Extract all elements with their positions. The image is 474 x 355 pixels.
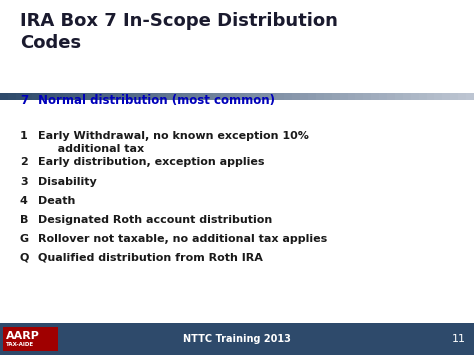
Bar bbox=[316, 93, 325, 100]
Text: 3: 3 bbox=[20, 177, 27, 187]
Bar bbox=[118, 93, 128, 100]
Bar bbox=[356, 93, 365, 100]
Bar bbox=[71, 93, 80, 100]
Bar bbox=[371, 93, 380, 100]
Bar bbox=[134, 93, 143, 100]
Bar bbox=[190, 93, 199, 100]
Bar bbox=[39, 93, 48, 100]
Bar bbox=[364, 93, 372, 100]
Bar bbox=[237, 93, 246, 100]
Text: Codes: Codes bbox=[20, 34, 81, 52]
Text: G: G bbox=[20, 234, 29, 244]
Bar bbox=[442, 93, 451, 100]
Text: NTTC Training 2013: NTTC Training 2013 bbox=[183, 334, 291, 344]
Bar bbox=[308, 93, 317, 100]
Bar bbox=[292, 93, 301, 100]
Bar bbox=[79, 93, 88, 100]
Bar bbox=[3, 327, 58, 351]
Text: 1: 1 bbox=[20, 131, 28, 141]
Bar bbox=[213, 93, 222, 100]
Bar bbox=[411, 93, 419, 100]
Bar bbox=[229, 93, 238, 100]
Bar bbox=[332, 93, 341, 100]
Text: 7: 7 bbox=[20, 94, 28, 107]
Bar bbox=[166, 93, 175, 100]
Bar bbox=[32, 93, 40, 100]
Bar bbox=[63, 93, 72, 100]
Bar bbox=[245, 93, 254, 100]
Text: Disability: Disability bbox=[38, 177, 97, 187]
Bar bbox=[221, 93, 230, 100]
Text: AARP: AARP bbox=[6, 331, 40, 341]
Bar bbox=[87, 93, 96, 100]
Bar bbox=[466, 93, 474, 100]
Bar bbox=[198, 93, 206, 100]
Bar bbox=[110, 93, 119, 100]
Bar bbox=[127, 93, 135, 100]
Bar bbox=[142, 93, 151, 100]
Bar bbox=[379, 93, 388, 100]
Bar bbox=[458, 93, 467, 100]
Bar bbox=[435, 93, 443, 100]
Bar bbox=[269, 93, 277, 100]
Bar bbox=[300, 93, 309, 100]
Text: Designated Roth account distribution: Designated Roth account distribution bbox=[38, 215, 272, 225]
Text: B: B bbox=[20, 215, 28, 225]
Bar bbox=[347, 93, 356, 100]
Text: Rollover not taxable, no additional tax applies: Rollover not taxable, no additional tax … bbox=[38, 234, 327, 244]
Text: Early Withdrawal, no known exception 10%: Early Withdrawal, no known exception 10% bbox=[38, 131, 309, 141]
Bar bbox=[158, 93, 167, 100]
Bar bbox=[261, 93, 270, 100]
Bar bbox=[324, 93, 333, 100]
Bar bbox=[340, 93, 348, 100]
Bar bbox=[403, 93, 412, 100]
Text: 4: 4 bbox=[20, 196, 28, 206]
Bar bbox=[427, 93, 436, 100]
Bar bbox=[150, 93, 159, 100]
Bar bbox=[276, 93, 285, 100]
Text: 2: 2 bbox=[20, 157, 28, 167]
Text: additional tax: additional tax bbox=[46, 144, 144, 154]
Bar bbox=[16, 93, 25, 100]
Text: Normal distribution (most common): Normal distribution (most common) bbox=[38, 94, 275, 107]
Text: Death: Death bbox=[38, 196, 75, 206]
Text: TAX-AIDE: TAX-AIDE bbox=[6, 342, 34, 346]
Bar bbox=[47, 93, 56, 100]
Bar bbox=[419, 93, 428, 100]
Text: IRA Box 7 In-Scope Distribution: IRA Box 7 In-Scope Distribution bbox=[20, 12, 338, 30]
Bar bbox=[103, 93, 111, 100]
Bar bbox=[0, 93, 9, 100]
Bar bbox=[24, 93, 33, 100]
Text: 11: 11 bbox=[452, 334, 466, 344]
Bar bbox=[253, 93, 262, 100]
Text: Qualified distribution from Roth IRA: Qualified distribution from Roth IRA bbox=[38, 253, 263, 263]
Bar bbox=[174, 93, 182, 100]
Bar bbox=[55, 93, 64, 100]
Bar bbox=[284, 93, 293, 100]
Bar bbox=[395, 93, 404, 100]
Bar bbox=[95, 93, 104, 100]
Bar bbox=[182, 93, 191, 100]
Bar bbox=[205, 93, 214, 100]
Text: Early distribution, exception applies: Early distribution, exception applies bbox=[38, 157, 264, 167]
Bar bbox=[8, 93, 17, 100]
Bar bbox=[0, 323, 474, 355]
Bar bbox=[450, 93, 459, 100]
Bar bbox=[387, 93, 396, 100]
Text: Q: Q bbox=[20, 253, 29, 263]
